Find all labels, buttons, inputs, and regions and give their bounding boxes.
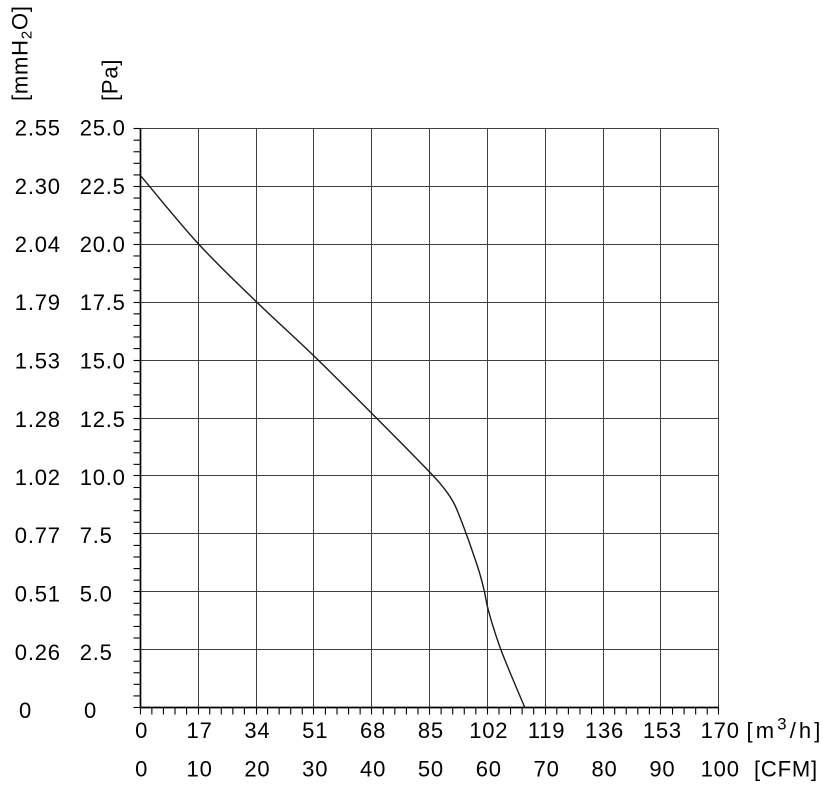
svg-text:1.53: 1.53 [15,349,61,374]
svg-text:2.5: 2.5 [80,640,113,665]
svg-text:119: 119 [528,718,565,743]
svg-text:[Pa]: [Pa] [98,59,123,101]
svg-text:170: 170 [701,718,740,743]
svg-text:0: 0 [135,718,148,743]
svg-text:[CFM]: [CFM] [754,756,818,781]
svg-text:1.79: 1.79 [15,290,61,315]
svg-text:70: 70 [534,756,560,781]
svg-text:1.28: 1.28 [15,407,61,432]
svg-text:85: 85 [418,718,444,743]
svg-text:60: 60 [476,756,502,781]
svg-text:0.77: 0.77 [15,523,61,548]
svg-text:2.55: 2.55 [15,116,61,141]
svg-text:0.51: 0.51 [15,582,61,607]
svg-text:80: 80 [591,756,617,781]
svg-text:2.30: 2.30 [15,174,61,199]
svg-text:[mmH2O]: [mmH2O] [8,5,36,101]
svg-text:2.04: 2.04 [15,232,61,257]
svg-text:17: 17 [187,718,213,743]
svg-text:22.5: 22.5 [80,174,126,199]
svg-text:0: 0 [84,698,97,723]
svg-text:15.0: 15.0 [80,349,126,374]
svg-text:17.5: 17.5 [80,290,126,315]
svg-text:102: 102 [469,718,508,743]
svg-text:12.5: 12.5 [80,407,126,432]
svg-text:30: 30 [302,756,328,781]
svg-text:25.0: 25.0 [80,116,126,141]
svg-text:90: 90 [649,756,675,781]
svg-text:0.26: 0.26 [15,640,61,665]
svg-text:10: 10 [187,756,213,781]
svg-text:136: 136 [585,718,624,743]
svg-text:0: 0 [135,756,148,781]
svg-text:5.0: 5.0 [80,582,113,607]
svg-text:20: 20 [244,756,270,781]
svg-text:20.0: 20.0 [80,232,126,257]
svg-text:153: 153 [643,718,682,743]
svg-text:7.5: 7.5 [80,523,113,548]
svg-text:51: 51 [302,718,328,743]
svg-text:68: 68 [360,718,386,743]
svg-text:34: 34 [244,718,270,743]
svg-text:40: 40 [360,756,386,781]
svg-text:10.0: 10.0 [80,465,126,490]
svg-text:0: 0 [19,698,32,723]
svg-text:1.02: 1.02 [15,465,61,490]
svg-text:50: 50 [418,756,444,781]
svg-text:100: 100 [701,756,740,781]
